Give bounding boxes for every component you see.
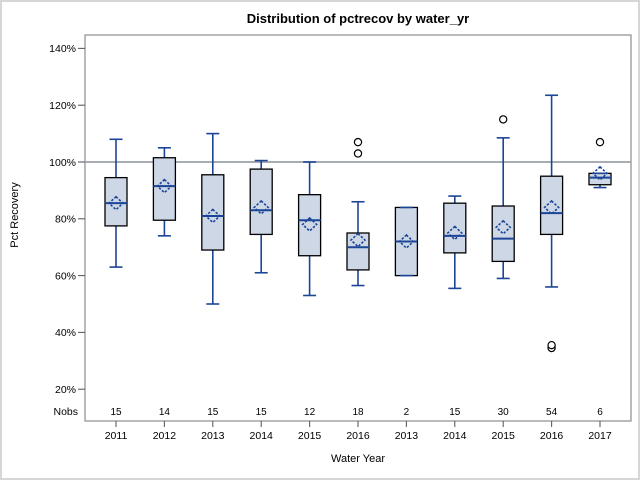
outlier-point-9-1: [547, 340, 556, 350]
chart-layer: 20% 40% 60% 80% 100% 120% 140% 2011 15 2012 14 2013…: [49, 34, 632, 442]
nobs-value-6: 2: [404, 407, 410, 418]
x-tick-label-2: 2013: [201, 430, 225, 442]
nobs-row-label: Nobs: [53, 406, 78, 418]
mean-diamond-5: [349, 232, 367, 248]
mean-diamond-1: [156, 178, 173, 194]
box-5: [346, 232, 370, 271]
x-tick-label-8: 2015: [492, 430, 516, 442]
mean-diamond-8: [495, 219, 512, 235]
nobs-value-10: 6: [597, 407, 603, 418]
outlier-point-8-0: [499, 115, 508, 124]
nobs-value-7: 15: [449, 407, 461, 418]
x-tick-label-7: 2014: [443, 430, 467, 442]
mean-diamond-4: [301, 216, 318, 233]
mean-diamond-9: [543, 199, 560, 216]
nobs-value-8: 30: [498, 407, 510, 418]
x-tick-label-9: 2016: [540, 430, 564, 442]
x-tick-label-3: 2014: [250, 430, 274, 442]
mean-diamond-3: [253, 199, 270, 216]
x-axis-title: Water Year: [331, 453, 385, 465]
box-10: [588, 172, 612, 186]
box-7: [443, 202, 467, 254]
y-tick-label-60: 60%: [55, 270, 76, 282]
box-2: [201, 174, 225, 251]
nobs-value-1: 14: [159, 407, 171, 418]
nobs-value-2: 15: [207, 407, 219, 418]
x-tick-label-4: 2015: [298, 430, 322, 442]
nobs-value-9: 54: [546, 407, 558, 418]
x-tick-label-1: 2012: [153, 430, 177, 442]
outlier-point-10-0: [595, 137, 605, 147]
mean-diamond-10: [591, 165, 609, 181]
y-tick-label-120: 120%: [49, 100, 76, 112]
y-tick-label-100: 100%: [49, 157, 76, 169]
nobs-value-0: 15: [110, 407, 122, 418]
mean-diamond-7: [446, 225, 463, 241]
y-tick-label-40: 40%: [55, 327, 76, 339]
outlier-point-5-1: [353, 137, 363, 147]
outlier-point-5-0: [353, 149, 363, 158]
box-9: [539, 175, 564, 236]
y-tick-label-80: 80%: [55, 214, 76, 226]
x-tick-label-0: 2011: [105, 430, 128, 442]
y-axis-title: Pct Recovery: [9, 182, 21, 248]
x-tick-label-5: 2016: [346, 430, 370, 442]
box-1: [152, 157, 177, 221]
y-tick-label-140: 140%: [49, 43, 76, 55]
chart-title: Distribution of pctrecov by water_yr: [247, 11, 470, 26]
y-tick-label-20: 20%: [55, 384, 76, 396]
nobs-value-4: 12: [304, 407, 316, 418]
x-tick-label-10: 2017: [588, 430, 612, 442]
nobs-value-3: 15: [256, 407, 268, 418]
mean-diamond-2: [204, 208, 221, 224]
x-tick-label-6: 2013: [395, 430, 419, 442]
mean-diamond-0: [107, 195, 125, 211]
box-4: [297, 194, 322, 257]
mean-diamond-6: [398, 233, 415, 250]
box-0: [104, 176, 128, 227]
nobs-value-5: 18: [352, 407, 364, 418]
box-8: [491, 205, 515, 263]
